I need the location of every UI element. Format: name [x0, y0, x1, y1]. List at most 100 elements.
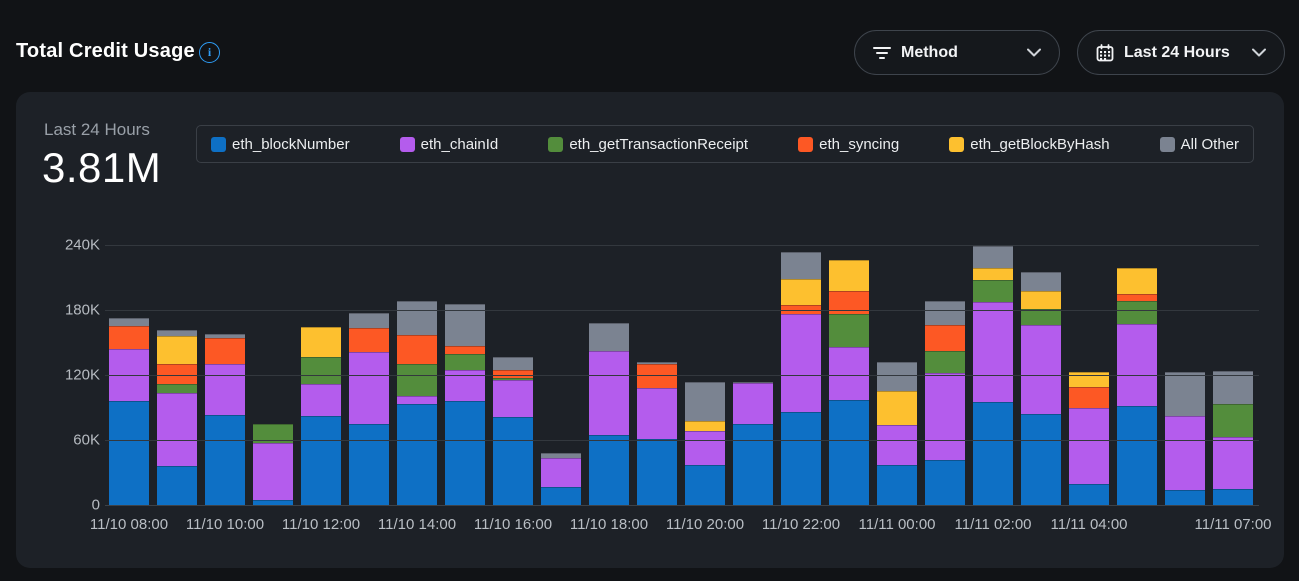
stacked-bar-11/10 22:00[interactable] [781, 251, 821, 505]
filter-lines-icon [873, 46, 891, 59]
legend-swatch-icon [949, 136, 965, 152]
bar-segment-eth_getBlockByHash [301, 327, 341, 357]
legend-item-All Other[interactable]: All Other [1159, 135, 1239, 153]
y-axis-tick-label: 180K [64, 301, 100, 319]
bar-segment-eth_getTransactionReceipt [829, 314, 869, 347]
gridline [105, 440, 1259, 441]
bar-segment-eth_blockNumber [1213, 488, 1253, 505]
bar-segment-eth_getTransactionReceipt [925, 351, 965, 373]
bar-segment-eth_getBlockByHash [973, 267, 1013, 280]
bar-segment-eth_chainId [781, 314, 821, 412]
bar-segment-eth_getBlockByHash [829, 260, 869, 291]
bar-segment-All Other [1021, 272, 1061, 291]
chevron-down-icon [1027, 48, 1041, 57]
bar-segment-eth_blockNumber [685, 464, 725, 505]
stacked-bar-11/10 08:00[interactable] [109, 317, 149, 505]
bar-segment-eth_blockNumber [1021, 414, 1061, 505]
stacked-bar-11/10 18:00[interactable] [589, 323, 629, 505]
stacked-bar-11/10 23:00[interactable] [829, 260, 869, 505]
legend-item-eth_blockNumber[interactable]: eth_blockNumber [211, 136, 350, 153]
legend-item-eth_getTransactionReceipt[interactable]: eth_getTransactionReceipt [548, 136, 748, 153]
bar-segment-eth_syncing [637, 364, 677, 389]
stacked-bar-11/10 17:00[interactable] [541, 453, 581, 505]
info-icon[interactable]: i [199, 42, 220, 63]
legend-swatch-icon [211, 136, 226, 152]
bar-segment-eth_getBlockByHash [781, 278, 821, 305]
bar-segment-All Other [109, 317, 149, 327]
bar-segment-All Other [493, 356, 533, 370]
summary-period-label: Last 24 Hours [44, 120, 150, 139]
stacked-bar-11/10 20:00[interactable] [685, 381, 725, 505]
bar-segment-eth_getTransactionReceipt [253, 423, 293, 444]
bar-segment-eth_getTransactionReceipt [445, 354, 485, 370]
legend-item-eth_syncing[interactable]: eth_syncing [798, 136, 899, 153]
bar-segment-eth_chainId [637, 388, 677, 439]
x-axis-tick-label: 11/10 18:00 [569, 516, 649, 533]
bar-segment-All Other [157, 329, 197, 337]
stacked-bar-11/10 10:00[interactable] [205, 333, 245, 505]
credit-usage-chart-panel: Last 24 Hours 3.81M eth_blockNumber eth_c… [16, 92, 1284, 568]
stacked-bar-11/10 16:00[interactable] [493, 356, 533, 505]
bar-segment-eth_chainId [157, 393, 197, 466]
stacked-bar-11/11 05:00[interactable] [1117, 267, 1157, 505]
legend-label: eth_getBlockByHash [970, 135, 1110, 153]
bar-segment-eth_getBlockByHash [877, 391, 917, 425]
bar-segment-eth_syncing [493, 369, 533, 379]
stacked-bar-11/10 11:00[interactable] [253, 423, 293, 505]
bar-segment-eth_chainId [877, 424, 917, 465]
bar-segment-All Other [925, 301, 965, 326]
bar-segment-eth_chainId [1117, 324, 1157, 407]
stacked-bar-11/10 19:00[interactable] [637, 362, 677, 505]
bar-segment-eth_blockNumber [157, 466, 197, 505]
stacked-bar-11/11 02:00[interactable] [973, 246, 1013, 505]
y-axis-tick-label: 240K [64, 236, 100, 254]
bar-segment-eth_blockNumber [733, 423, 773, 505]
bar-segment-All Other [205, 333, 245, 339]
method-filter-label: Method [901, 43, 958, 61]
bar-segment-eth_chainId [397, 395, 437, 405]
time-range-dropdown[interactable]: Last 24 Hours [1077, 30, 1285, 75]
method-filter-dropdown[interactable]: Method [854, 30, 1060, 75]
x-axis-tick-label: 11/11 04:00 [1050, 516, 1128, 533]
chevron-down-icon [1252, 48, 1266, 57]
stacked-bar-11/11 07:00[interactable] [1213, 370, 1253, 505]
legend-item-eth_getBlockByHash[interactable]: eth_getBlockByHash [949, 135, 1110, 153]
stacked-bar-11/11 00:00[interactable] [877, 362, 917, 505]
bar-segment-eth_chainId [925, 372, 965, 460]
bar-segment-eth_chainId [973, 302, 1013, 403]
stacked-bar-11/11 03:00[interactable] [1021, 272, 1061, 505]
bar-segment-All Other [685, 381, 725, 421]
legend-label: eth_blockNumber [232, 135, 350, 153]
y-axis-tick-label: 0 [91, 496, 100, 514]
x-axis-tick-label: 11/11 00:00 [858, 516, 936, 533]
bar-segment-eth_getTransactionReceipt [1021, 308, 1061, 326]
bar-segment-eth_chainId [1021, 325, 1061, 414]
bar-segment-eth_syncing [205, 338, 245, 365]
stacked-bar-11/10 09:00[interactable] [157, 329, 197, 505]
bar-segment-eth_blockNumber [1069, 484, 1109, 505]
bar-segment-eth_blockNumber [397, 404, 437, 505]
stacked-bar-11/10 15:00[interactable] [445, 303, 485, 505]
bar-segment-All Other [781, 251, 821, 279]
stacked-bar-11/10 13:00[interactable] [349, 313, 389, 505]
summary-total-value: 3.81M [42, 144, 162, 191]
bar-segment-eth_syncing [829, 290, 869, 315]
stacked-bar-11/10 14:00[interactable] [397, 301, 437, 505]
stacked-bar-11/10 12:00[interactable] [301, 327, 341, 505]
time-range-label: Last 24 Hours [1124, 43, 1230, 61]
stacked-bar-11/10 21:00[interactable] [733, 381, 773, 505]
legend-item-eth_chainId[interactable]: eth_chainId [399, 136, 498, 153]
bar-segment-eth_syncing [925, 325, 965, 352]
stacked-bar-11/11 01:00[interactable] [925, 301, 965, 505]
bar-segment-eth_syncing [445, 345, 485, 355]
bar-segment-All Other [1165, 371, 1205, 417]
stacked-bar-11/11 04:00[interactable] [1069, 371, 1109, 505]
legend-label: All Other [1180, 135, 1239, 153]
x-axis-tick-label: 11/10 22:00 [761, 516, 841, 533]
bar-segment-eth_getTransactionReceipt [1213, 404, 1253, 437]
y-axis-tick-label: 60K [73, 431, 100, 449]
x-axis-tick-label: 11/10 10:00 [185, 516, 265, 533]
stacked-bar-11/11 06:00[interactable] [1165, 371, 1205, 505]
bar-segment-eth_blockNumber [301, 416, 341, 505]
bar-segment-All Other [733, 381, 773, 383]
